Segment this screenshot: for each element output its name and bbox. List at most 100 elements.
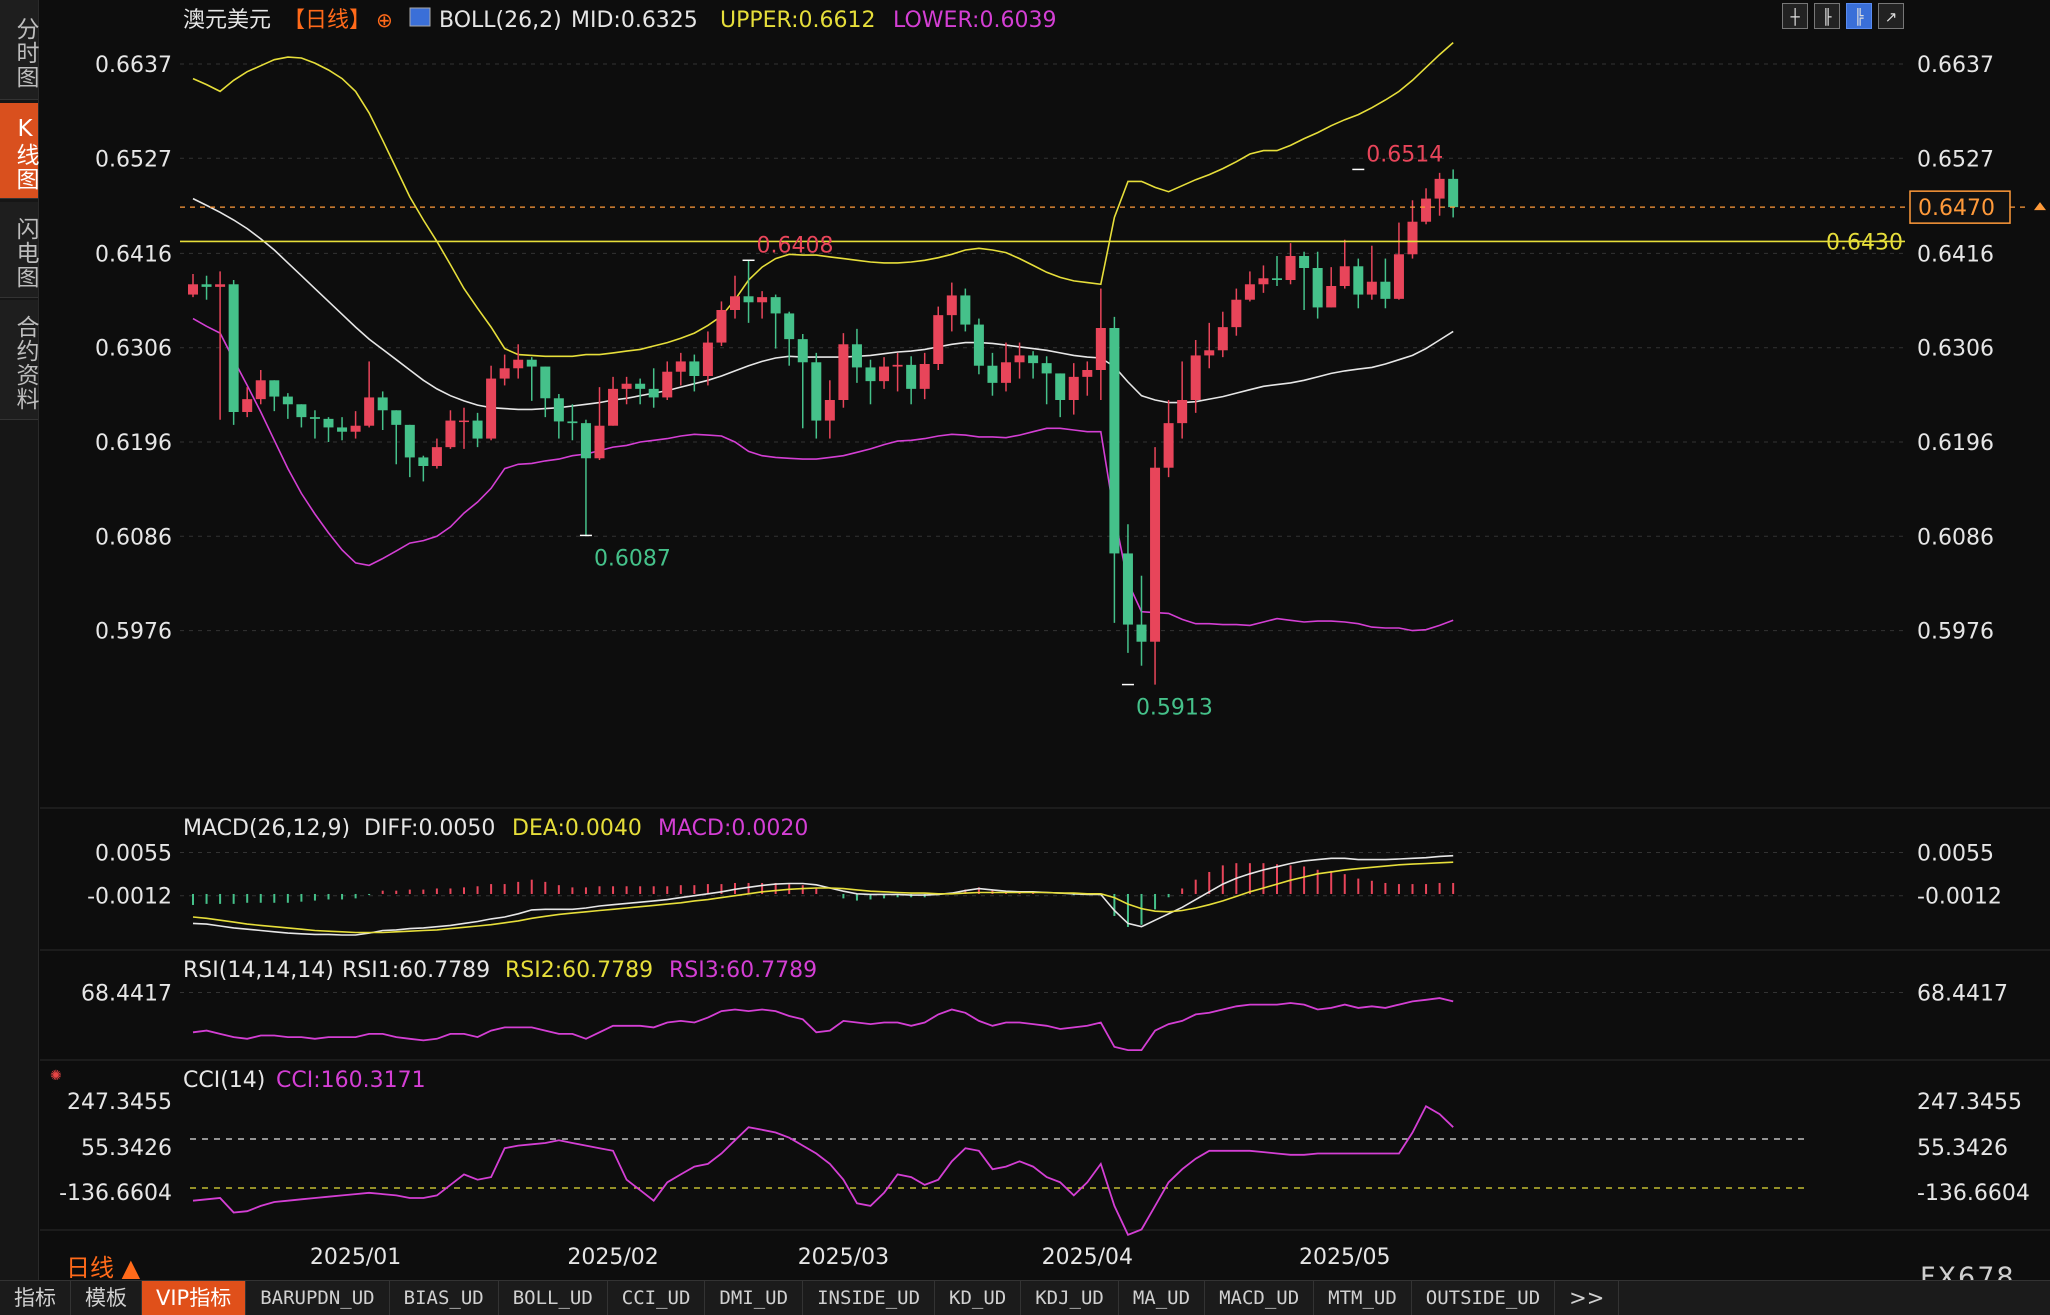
candle bbox=[486, 365, 497, 441]
candle bbox=[1407, 200, 1418, 259]
candle-body bbox=[1109, 328, 1120, 554]
tab-inside[interactable]: INSIDE_UD bbox=[803, 1281, 936, 1315]
tab-kd[interactable]: KD_UD bbox=[935, 1281, 1022, 1315]
sidebar-tab-0[interactable]: 分时图 bbox=[0, 0, 38, 100]
cci-axis-left: 55.3426 bbox=[81, 1136, 172, 1161]
candle bbox=[567, 404, 578, 441]
candle bbox=[201, 275, 212, 300]
candle-body bbox=[1326, 286, 1337, 308]
candle-body bbox=[499, 368, 510, 379]
candle-body bbox=[933, 315, 944, 364]
sidebar-tab-3[interactable]: 合约资料 bbox=[0, 300, 38, 420]
candle bbox=[635, 378, 646, 405]
rsi-label: RSI(14,14,14) bbox=[183, 958, 334, 983]
tab-kdj[interactable]: KDJ_UD bbox=[1021, 1281, 1119, 1315]
candle bbox=[1299, 251, 1310, 310]
candle-body bbox=[648, 388, 659, 398]
tab-macd[interactable]: MACD_UD bbox=[1205, 1281, 1315, 1315]
candle bbox=[838, 333, 849, 408]
candle-body bbox=[1041, 363, 1052, 374]
chart-type-icon[interactable] bbox=[409, 7, 431, 27]
candle-body bbox=[675, 361, 686, 372]
boll-mid: MID:0.6325 bbox=[571, 8, 698, 33]
more-tabs-button[interactable]: >> bbox=[1555, 1281, 1620, 1315]
candle bbox=[892, 352, 903, 392]
candle bbox=[879, 357, 890, 389]
candle bbox=[553, 394, 564, 439]
tab-mtm[interactable]: MTM_UD bbox=[1314, 1281, 1412, 1315]
macd-axis-left: -0.0012 bbox=[87, 885, 172, 910]
candle-body bbox=[445, 420, 456, 448]
cci-panel bbox=[190, 1104, 1805, 1236]
boll-lower: LOWER:0.6039 bbox=[893, 8, 1056, 33]
candle bbox=[377, 391, 388, 430]
support-label: 0.6430 bbox=[1826, 230, 1903, 255]
candle bbox=[472, 412, 483, 448]
candle-body bbox=[337, 427, 348, 432]
boll-upper-line bbox=[192, 42, 1454, 358]
crosshair-icon[interactable]: ┼ bbox=[1782, 3, 1808, 29]
tab-templates[interactable]: 模板 bbox=[71, 1281, 142, 1315]
lines-icon[interactable]: ↗ bbox=[1878, 3, 1904, 29]
candle bbox=[282, 393, 293, 419]
price-axis-label-right: 0.6196 bbox=[1917, 431, 1994, 456]
candle bbox=[513, 344, 524, 379]
boll-label: BOLL(26,2) bbox=[439, 8, 562, 33]
candle-body bbox=[743, 296, 754, 303]
macd-label: MACD(26,12,9) bbox=[183, 816, 350, 841]
sidebar-tab-1[interactable]: K线图 bbox=[0, 103, 38, 199]
candle bbox=[811, 352, 822, 439]
kline-chart[interactable]: 0.6430 0.6470 0.6514 0.6408 0.6087 0.5913 0.6… bbox=[0, 0, 2050, 1280]
candle bbox=[1217, 311, 1228, 358]
cci-axis-left: 247.3455 bbox=[67, 1090, 172, 1115]
candle-body bbox=[1190, 355, 1201, 400]
symbol-name: 澳元美元 bbox=[183, 8, 271, 33]
settings-icon[interactable]: ✺ bbox=[50, 1068, 62, 1084]
tab-outside[interactable]: OUTSIDE_UD bbox=[1412, 1281, 1556, 1315]
sidebar-tab-2[interactable]: 闪电图 bbox=[0, 202, 38, 298]
candle bbox=[1285, 243, 1296, 285]
macd-axis-right: 0.0055 bbox=[1917, 842, 1994, 867]
tab-dmi[interactable]: DMI_UD bbox=[705, 1281, 804, 1315]
tab-boll[interactable]: BOLL_UD bbox=[499, 1281, 608, 1315]
tab-vip[interactable]: VIP指标 bbox=[142, 1281, 247, 1315]
candles-icon[interactable]: ╠ bbox=[1846, 3, 1872, 29]
candle bbox=[865, 359, 876, 405]
bars-icon[interactable]: ╟ bbox=[1814, 3, 1840, 29]
candle-body bbox=[1001, 362, 1011, 383]
candle bbox=[1366, 245, 1377, 300]
extreme-label: 0.6408 bbox=[757, 233, 834, 258]
candle bbox=[933, 306, 944, 370]
candle bbox=[188, 274, 198, 298]
tab-bias[interactable]: BIAS_UD bbox=[390, 1281, 499, 1315]
candle bbox=[269, 380, 280, 412]
price-axis-label-right: 0.6527 bbox=[1917, 147, 1994, 172]
candle bbox=[309, 410, 320, 439]
candle-body bbox=[540, 366, 551, 399]
candle bbox=[770, 294, 781, 349]
candle-body bbox=[824, 400, 835, 421]
candle bbox=[391, 410, 402, 465]
candle bbox=[459, 407, 469, 449]
candle-body bbox=[865, 367, 876, 382]
tab-barupdn[interactable]: BARUPDN_UD bbox=[246, 1281, 390, 1315]
candle-body bbox=[1177, 400, 1188, 424]
candle bbox=[1339, 239, 1350, 289]
candle-body bbox=[608, 388, 619, 426]
price-axis-label-left: 0.6306 bbox=[95, 337, 172, 362]
candle-body bbox=[1028, 355, 1039, 364]
tab-ma[interactable]: MA_UD bbox=[1119, 1281, 1206, 1315]
tab-indicators[interactable]: 指标 bbox=[0, 1281, 71, 1315]
cci-axis-right: 247.3455 bbox=[1917, 1090, 2022, 1115]
add-icon[interactable]: ⊕ bbox=[376, 8, 393, 32]
candle-body bbox=[1068, 376, 1079, 400]
candle bbox=[228, 280, 239, 425]
candle-body bbox=[513, 359, 524, 369]
tab-cci[interactable]: CCI_UD bbox=[608, 1281, 706, 1315]
period-selector[interactable]: 日线 ▲ bbox=[66, 1248, 140, 1283]
candle bbox=[499, 354, 510, 386]
candle bbox=[526, 357, 537, 401]
candle-body bbox=[1312, 268, 1323, 308]
candle bbox=[1109, 316, 1120, 623]
rsi-panel bbox=[192, 997, 1454, 1051]
